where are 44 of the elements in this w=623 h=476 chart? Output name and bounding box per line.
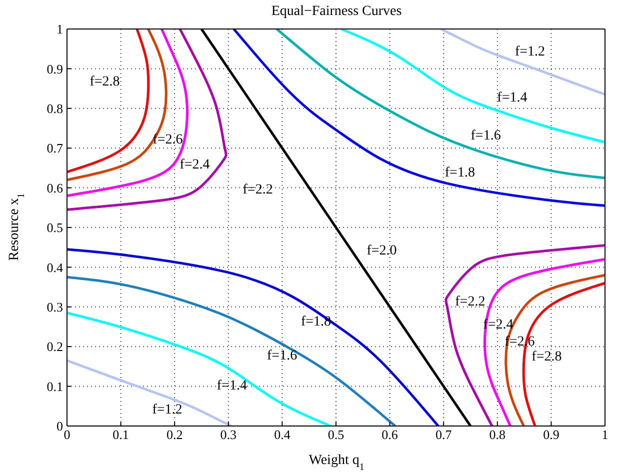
x-tick-label: 0.9 <box>543 427 560 442</box>
y-tick-label: 0.7 <box>46 140 64 156</box>
annotation: f=1.6 <box>470 128 501 144</box>
line-series <box>484 258 605 426</box>
y-tick-label: 0.8 <box>46 101 63 116</box>
annotation: f=1.4 <box>497 90 528 106</box>
y-tick-label: 0.1 <box>46 378 63 394</box>
annotation: f=2.6 <box>152 132 183 148</box>
annotation: f=1.4 <box>216 378 247 394</box>
annotation: f=1.6 <box>267 348 298 364</box>
line-series <box>232 29 605 207</box>
line-series <box>67 29 150 174</box>
x-tick-label: 0.4 <box>274 427 291 442</box>
line-series <box>67 276 396 426</box>
y-tick-label: 0.5 <box>46 220 63 236</box>
line-series <box>340 29 605 144</box>
line-series <box>276 29 605 180</box>
y-tick-label: 0.2 <box>46 339 63 354</box>
x-tick-label: 0.1 <box>112 427 129 442</box>
y-tick-label: 0.6 <box>46 180 64 196</box>
chart-title: Equal−Fairness Curves <box>270 4 403 20</box>
annotation: f=2.8 <box>90 74 120 90</box>
y-tick-label: 0.4 <box>46 260 64 275</box>
annotation: f=1.2 <box>514 44 546 60</box>
annotation: f=1.8 <box>444 165 475 180</box>
x-tick-label: 0.2 <box>166 427 183 442</box>
x-tick-label: 0.5 <box>328 427 344 442</box>
y-tick-label: 0.9 <box>46 61 63 76</box>
x-tick-label: 0.3 <box>220 427 237 442</box>
annotation: f=2.0 <box>366 243 397 258</box>
annotation: f=1.8 <box>300 314 332 330</box>
annotation: f=2.8 <box>532 350 562 365</box>
x-axis-title: Weight q$_{1}$ <box>308 453 364 472</box>
line-series <box>67 312 332 426</box>
annotation: f=1.2 <box>152 402 182 418</box>
annotation: f=2.2 <box>455 294 486 310</box>
y-tick-label: 0.3 <box>46 300 63 315</box>
annotation: f=2.2 <box>242 182 273 198</box>
x-tick-label: 0.8 <box>489 427 506 442</box>
x-tick-label: 1 <box>602 427 608 442</box>
y-tick-label: 1 <box>56 22 63 37</box>
x-tick-label: 0.7 <box>435 427 452 442</box>
x-tick-label: 0.6 <box>382 427 398 442</box>
annotation: f=2.4 <box>180 157 210 172</box>
